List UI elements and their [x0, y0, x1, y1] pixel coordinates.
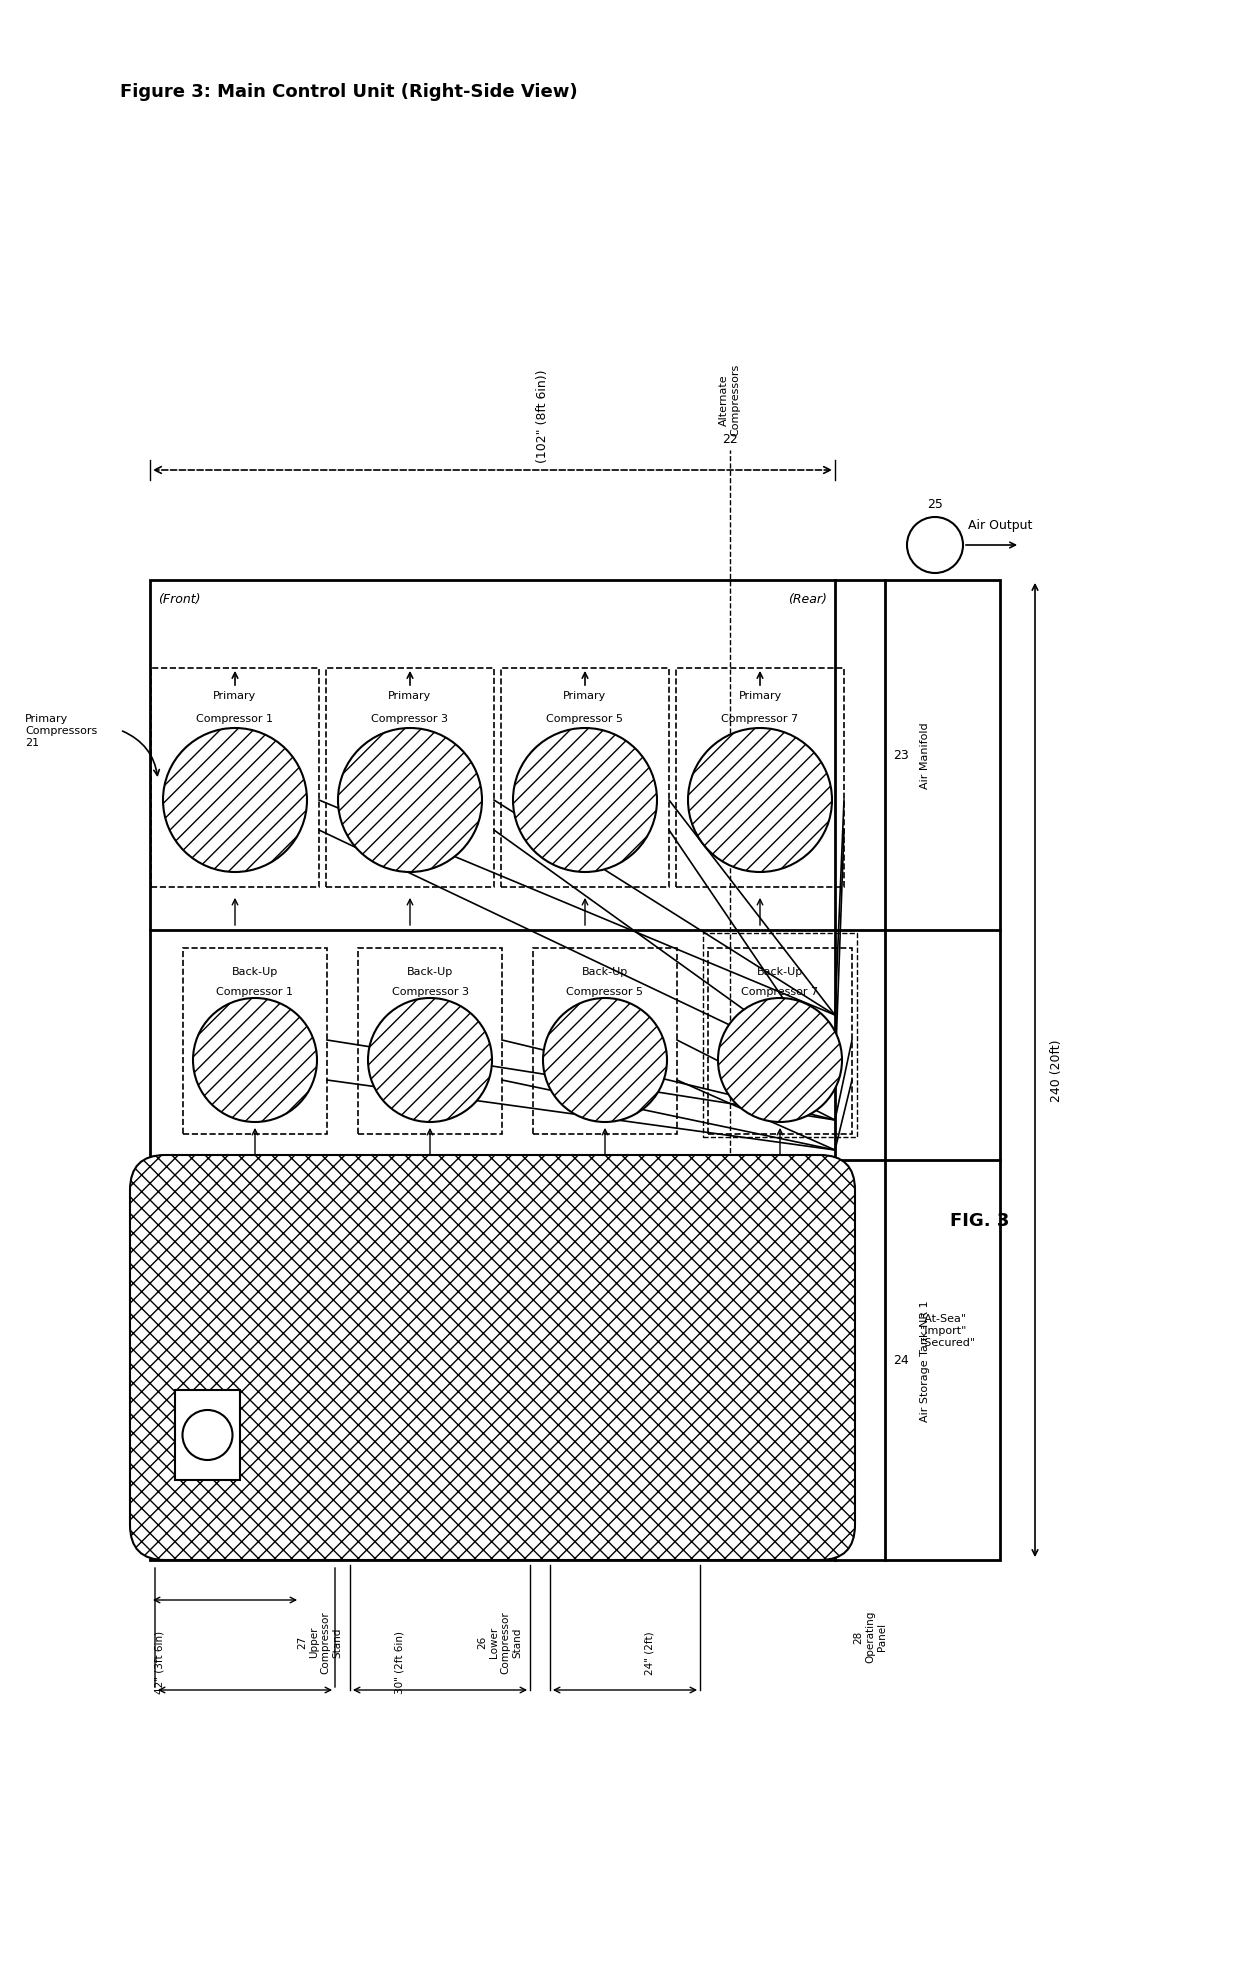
Text: Back-Up: Back-Up [407, 966, 453, 976]
Text: Primary
Compressors
21: Primary Compressors 21 [25, 715, 97, 746]
Bar [175, 1390, 241, 1481]
FancyBboxPatch shape [130, 1156, 856, 1560]
Circle shape [339, 729, 482, 873]
Bar [184, 948, 327, 1135]
Circle shape [906, 517, 963, 574]
Text: Primary: Primary [738, 691, 781, 701]
Bar [676, 669, 844, 887]
Circle shape [193, 998, 317, 1123]
Text: Back-Up: Back-Up [582, 966, 629, 976]
Text: 24" (2ft): 24" (2ft) [645, 1630, 655, 1673]
Text: Air Output: Air Output [968, 519, 1033, 533]
Circle shape [513, 729, 657, 873]
Text: Back-Up: Back-Up [232, 966, 278, 976]
Text: "At-Sea"
"Import"
"Secured": "At-Sea" "Import" "Secured" [920, 1315, 976, 1346]
Bar [358, 948, 502, 1135]
Text: 23: 23 [893, 748, 909, 762]
Bar [151, 669, 319, 887]
Bar [703, 933, 857, 1137]
Text: Back-Up: Back-Up [756, 966, 804, 976]
Text: 30" (2ft 6in): 30" (2ft 6in) [396, 1630, 405, 1693]
Circle shape [688, 729, 832, 873]
Text: (Rear): (Rear) [789, 592, 827, 606]
Text: 27
Upper
Compressor
Stand: 27 Upper Compressor Stand [298, 1610, 342, 1673]
Circle shape [543, 998, 667, 1123]
Bar [326, 669, 494, 887]
Bar [150, 580, 999, 1560]
Text: (102" (8ft 6in)): (102" (8ft 6in)) [536, 370, 549, 463]
Text: 24: 24 [893, 1354, 909, 1366]
Text: (Front): (Front) [157, 592, 201, 606]
Text: Alternate
Compressors: Alternate Compressors [719, 364, 740, 436]
Text: Figure 3: Main Control Unit (Right-Side View): Figure 3: Main Control Unit (Right-Side … [120, 83, 578, 101]
Text: 28
Operating
Panel: 28 Operating Panel [853, 1610, 887, 1663]
Text: Compressor 3: Compressor 3 [392, 986, 469, 996]
Circle shape [718, 998, 842, 1123]
Circle shape [162, 729, 308, 873]
Text: FIG. 3: FIG. 3 [950, 1212, 1009, 1230]
Circle shape [182, 1410, 233, 1461]
Text: Primary: Primary [388, 691, 432, 701]
Text: Compressor 7: Compressor 7 [742, 986, 818, 996]
Text: Primary: Primary [563, 691, 606, 701]
Text: 240 (20ft): 240 (20ft) [1050, 1040, 1063, 1101]
Text: 42" (3ft 6in): 42" (3ft 6in) [155, 1630, 165, 1693]
Text: Compressor 7: Compressor 7 [722, 713, 799, 723]
Text: Compressor 1: Compressor 1 [217, 986, 294, 996]
Text: Compressor 3: Compressor 3 [372, 713, 449, 723]
Text: Compressor 1: Compressor 1 [196, 713, 274, 723]
Text: 26
Lower
Compressor
Stand: 26 Lower Compressor Stand [477, 1610, 522, 1673]
Text: 25: 25 [928, 497, 942, 511]
Text: Compressor 5: Compressor 5 [547, 713, 624, 723]
Text: Primary: Primary [213, 691, 257, 701]
Bar [708, 948, 852, 1135]
Text: Air Storage Tank NR 1: Air Storage Tank NR 1 [920, 1299, 930, 1422]
Text: Air Manifold: Air Manifold [920, 723, 930, 788]
Bar [501, 669, 670, 887]
Bar [533, 948, 677, 1135]
Circle shape [368, 998, 492, 1123]
Text: 22: 22 [722, 434, 738, 446]
Text: Compressor 5: Compressor 5 [567, 986, 644, 996]
